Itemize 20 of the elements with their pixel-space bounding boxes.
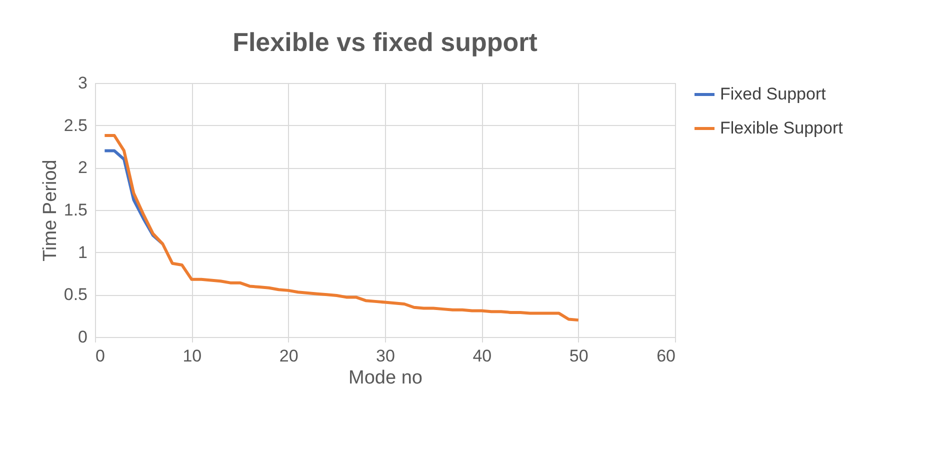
x-tick-label: 30 [376,346,395,366]
x-tick-label: 50 [569,346,588,366]
y-tick-label: 3 [78,74,88,92]
x-tick-label: 20 [279,346,298,366]
line-series [103,134,580,322]
y-tick-label: 0.5 [64,285,88,304]
x-tick-label: 60 [656,346,676,366]
y-tick-label: 2 [78,158,88,178]
legend-label: Flexible Support [720,118,844,138]
y-tick-label: 1 [78,242,88,262]
y-axis-title: Time Period [40,160,61,262]
x-tick-label: 10 [182,346,202,366]
x-axis-title: Mode no [348,368,422,388]
x-tick-label: 40 [472,346,492,366]
y-tick-label: 0 [78,328,88,346]
x-tick-label: 0 [96,346,105,366]
chart-title: Flexible vs fixed support [232,27,538,57]
y-tick-label: 1.5 [64,200,88,220]
legend-label: Fixed Support [720,84,826,104]
y-tick-label: 2.5 [64,116,88,135]
